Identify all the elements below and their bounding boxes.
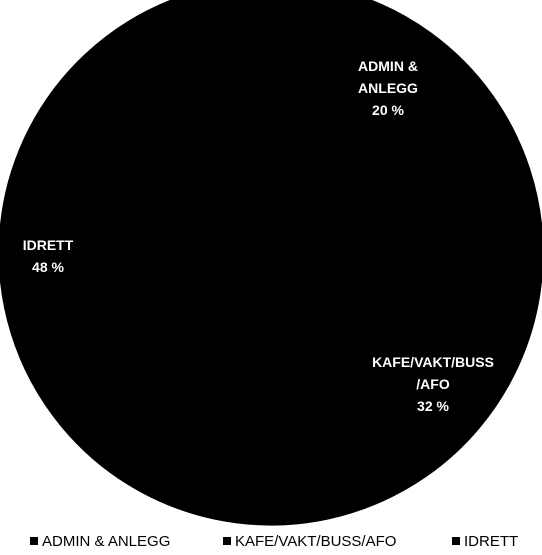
data-label-line: IDRETT (23, 237, 74, 253)
legend-swatch (223, 537, 231, 545)
data-label-line: KAFE/VAKT/BUSS (372, 354, 494, 370)
data-label-2: KAFE/VAKT/BUSS/AFO 32 % (372, 354, 494, 414)
legend-label: ADMIN & ANLEGG (42, 533, 170, 550)
data-label-line: /AFO (416, 376, 450, 392)
legend-item: IDRETT (452, 533, 518, 550)
labels-layer: ADMIN & ANLEGG 20 % KAFE/VAKT/BUSS/AFO 32 % I… (23, 58, 494, 414)
legend-swatch (452, 537, 460, 545)
legend-label: KAFE/VAKT/BUSS/AFO (235, 533, 396, 550)
data-label-line: 48 % (32, 259, 64, 275)
legend-swatch (30, 537, 38, 545)
data-label-3: IDRETT 48 % (23, 237, 74, 275)
legend-item: KAFE/VAKT/BUSS/AFO (223, 533, 396, 550)
legend-item: ADMIN & ANLEGG (30, 533, 170, 550)
slices-layer (0, 0, 542, 526)
data-label-line: ADMIN & (358, 58, 418, 74)
legend-label: IDRETT (464, 533, 518, 550)
pie-slice-2 (236, 168, 542, 526)
legend: ADMIN & ANLEGG KAFE/VAKT/BUSS/AFO IDRETT (30, 533, 518, 550)
data-label-line: ANLEGG (358, 80, 418, 96)
pie-slice-3 (0, 0, 272, 524)
data-label-line: 32 % (417, 398, 449, 414)
data-label-line: 20 % (372, 102, 404, 118)
data-label-1: ADMIN & ANLEGG 20 % (358, 58, 418, 118)
